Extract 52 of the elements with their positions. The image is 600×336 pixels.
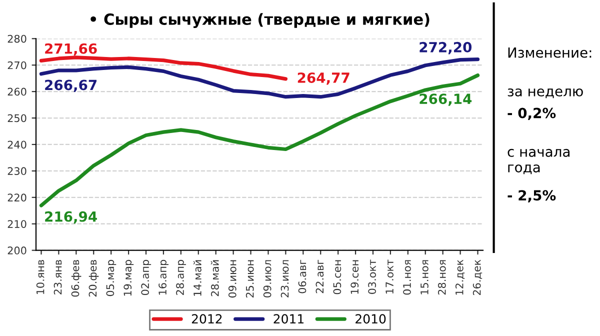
x-tick-label: 19.мар <box>124 260 134 296</box>
x-tick-label: 19.сен <box>350 260 359 294</box>
legend-label: 2011 <box>274 314 304 324</box>
text: за неделю <box>508 88 583 98</box>
chart-title: • Сыры сычужные (твердые и мягкие) <box>90 13 430 28</box>
x-tick-label: 26.дек <box>472 260 482 296</box>
x-tick-label: 15.ноя <box>420 260 428 294</box>
x-tick-label: 09.июн <box>228 260 236 298</box>
x-tick-label: 25.июн <box>246 260 254 298</box>
x-tick-label: 05.мар <box>106 260 116 296</box>
x-tick-label: 06.фев <box>71 260 82 297</box>
x-tick-label: 09.июл <box>263 260 272 298</box>
y-tick-label: 210 <box>8 220 26 228</box>
x-tick-label: 12.дек <box>455 260 465 295</box>
x-tick-label: 06.авг <box>298 260 306 294</box>
x-tick-label: 23.янв <box>54 260 62 294</box>
legend-label: 2010 <box>356 314 386 324</box>
text: - 0,2% <box>508 108 556 120</box>
x-tick-label: 14.май <box>193 260 202 296</box>
y-tick-label: 260 <box>8 88 26 96</box>
y-tick-label: 280 <box>8 34 26 43</box>
y-tick-label: 270 <box>8 61 26 70</box>
y-tick-label: 250 <box>8 114 26 122</box>
y-tick-label: 240 <box>8 140 26 149</box>
x-tick-label: 28.ноя <box>438 260 446 295</box>
x-tick-label: 17.окт <box>386 260 394 294</box>
legend-label: 2012 <box>192 314 222 324</box>
x-tick-label: 23.июл <box>280 260 289 298</box>
annotation: 266,67 <box>45 80 97 92</box>
x-tick-label: 22.авг <box>316 260 324 294</box>
annotation: 216,94 <box>45 211 97 224</box>
annotation: 272,20 <box>420 42 472 54</box>
x-tick-label: 01.ноя <box>403 260 411 295</box>
x-tick-label: 05.сен <box>333 260 342 294</box>
y-tick-label: 200 <box>8 246 26 254</box>
x-tick-label: 03.окт <box>368 260 376 294</box>
line-series <box>39 74 480 208</box>
line-series <box>39 56 288 81</box>
y-tick-label: 220 <box>8 194 26 202</box>
annotation: 264,77 <box>298 72 350 85</box>
text: - 2,5% <box>508 190 556 202</box>
annotation: 266,14 <box>420 94 472 106</box>
x-tick-label: 10.янв <box>36 260 44 294</box>
annotation: 271,66 <box>45 43 97 56</box>
text: Изменение: <box>508 47 592 58</box>
x-tick-label: 02.апр <box>141 260 152 296</box>
text: с начала года <box>508 148 570 174</box>
x-tick-label: 20.фев <box>88 260 99 297</box>
y-tick-label: 230 <box>8 167 26 176</box>
x-tick-label: 28.апр <box>176 260 186 295</box>
x-tick-label: 16.апр <box>158 260 169 295</box>
x-tick-label: 28.май <box>210 260 219 296</box>
